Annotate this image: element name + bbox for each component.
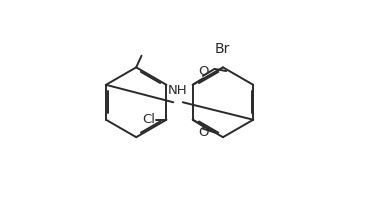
Text: Br: Br [214, 42, 230, 56]
Text: Cl: Cl [142, 113, 155, 126]
Text: O: O [198, 65, 208, 78]
Text: O: O [198, 126, 208, 139]
Text: NH: NH [168, 84, 187, 97]
